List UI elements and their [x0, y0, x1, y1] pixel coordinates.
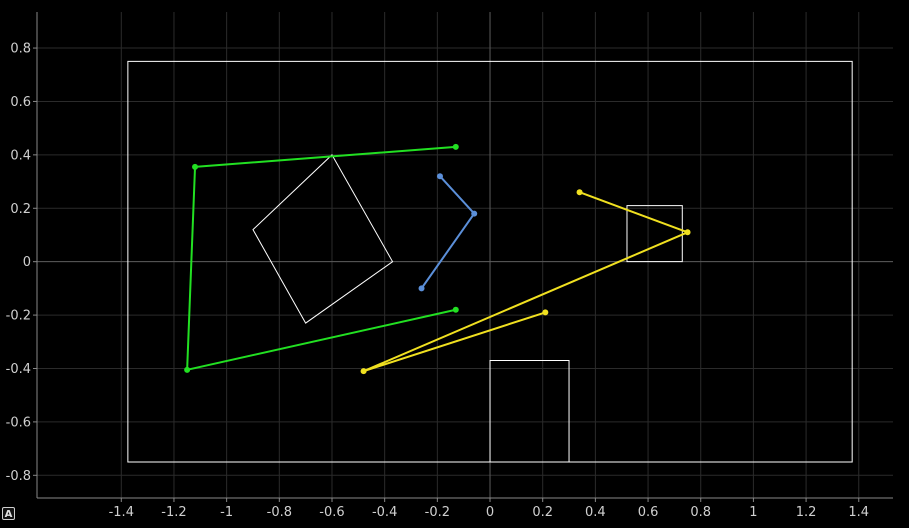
series-line: [362, 191, 689, 373]
x-tick-label: -0.4: [372, 505, 397, 520]
series-line: [186, 145, 456, 371]
series-point: [471, 210, 478, 217]
series-point: [542, 309, 549, 316]
x-tick-label: -1.2: [161, 505, 186, 520]
series-layer: [184, 143, 691, 375]
x-tick-label: -1: [220, 505, 233, 520]
y-tick-label: -0.6: [6, 415, 31, 430]
series-point: [192, 163, 199, 170]
x-tick-label: 0.4: [585, 505, 606, 520]
y-tick-label: 0.4: [10, 148, 31, 163]
series-point: [576, 189, 583, 196]
x-tick-label: 0.6: [638, 505, 659, 520]
series-point: [418, 285, 425, 292]
x-tick-label: 1: [749, 505, 757, 520]
x-tick-label: 0.2: [532, 505, 553, 520]
y-tick-label: 0.6: [10, 95, 31, 110]
y-tick-label: -0.8: [6, 469, 31, 484]
x-tick-label: 1.4: [848, 505, 869, 520]
auto-range-button[interactable]: A: [2, 507, 15, 520]
x-tick-label: 0.8: [690, 505, 711, 520]
series-point: [452, 143, 459, 150]
grid: [37, 12, 893, 498]
x-tick-label: 1.2: [796, 505, 817, 520]
series-point: [360, 368, 367, 375]
shape-rotated-square: [252, 154, 394, 324]
y-tick-label: -0.2: [6, 309, 31, 324]
x-axis-ticks: -1.4 -1.2 -1 -0.8 -0.6 -0.4 -0.2 0 0.2 0.4 0.6 0.8 1…: [109, 498, 869, 520]
shapes-layer: [127, 60, 853, 463]
shape-small-rect-right: [626, 205, 683, 263]
x-tick-label: -1.4: [109, 505, 134, 520]
x-tick-label: -0.8: [267, 505, 292, 520]
x-tick-label: -0.6: [319, 505, 344, 520]
y-axis-ticks: 0.8 0.6 0.4 0.2 0 -0.2 -0.4 -0.6 -0.8: [6, 42, 37, 484]
x-tick-label: 0: [486, 505, 494, 520]
series-point: [436, 173, 443, 180]
y-tick-label: -0.4: [6, 362, 31, 377]
axes: [36, 12, 893, 499]
series-point: [452, 306, 459, 313]
shape-bottom-rect: [489, 359, 570, 462]
series-point: [684, 229, 691, 236]
shape-boundary: [127, 60, 853, 463]
series-line: [420, 175, 476, 289]
y-tick-label: 0: [23, 255, 31, 270]
y-tick-label: 0.2: [10, 202, 31, 217]
x-tick-label: -0.2: [425, 505, 450, 520]
series-point: [184, 366, 191, 373]
y-tick-label: 0.8: [10, 42, 31, 57]
